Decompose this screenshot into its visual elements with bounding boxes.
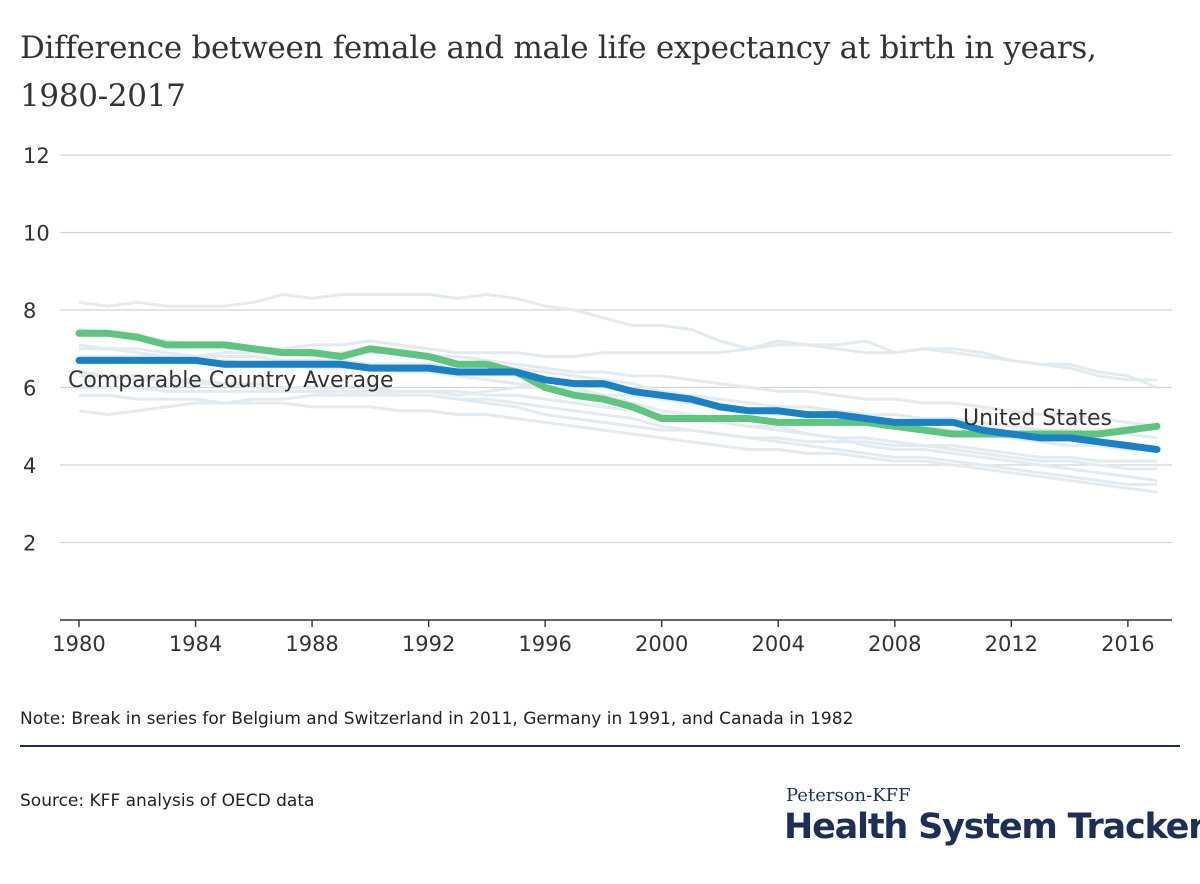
y-axis-ticks: 2 4 6 8 10 12 — [23, 144, 50, 556]
brand-logo-text[interactable]: Health System Tracker — [784, 807, 1200, 847]
comparable-country-lines — [78, 293, 1158, 494]
brand-subtitle: Peterson-KFF — [786, 785, 911, 806]
country-line-8 — [78, 389, 1157, 463]
x-tick-label: 1988 — [285, 632, 338, 656]
divider — [20, 745, 1180, 747]
gridlines — [60, 154, 1172, 544]
y-tick-label: 12 — [23, 144, 50, 168]
average-series-label: Comparable Country Average — [68, 368, 394, 393]
country-line-9 — [78, 370, 1158, 482]
x-tick-label: 2008 — [868, 632, 921, 656]
us-series-label: United States — [963, 406, 1112, 431]
y-tick-label: 8 — [23, 299, 36, 323]
x-tick-label: 1984 — [169, 632, 222, 656]
x-tick-label: 1996 — [518, 632, 571, 656]
x-tick-label: 2000 — [635, 632, 688, 656]
chart-title: Difference between female and male life … — [20, 30, 1097, 114]
x-tick-label: 2016 — [1101, 632, 1154, 656]
line-chart: 2 4 6 8 10 12 1980 1984 1988 1992 1996 2000 2004 200… — [23, 144, 1172, 656]
country-line-5 — [79, 374, 1157, 471]
x-tick-label: 2004 — [752, 632, 805, 656]
x-tick-label: 1980 — [52, 632, 105, 656]
average-series-line — [75, 329, 1161, 438]
us-series-line — [75, 356, 1161, 453]
country-line-1 — [78, 293, 1158, 389]
x-tick-label: 1992 — [402, 632, 455, 656]
source-text: Source: KFF analysis of OECD data — [20, 791, 315, 811]
chart-note: Note: Break in series for Belgium and Sw… — [20, 709, 854, 729]
y-tick-label: 2 — [23, 532, 36, 556]
country-line-7 — [79, 393, 1158, 494]
x-tick-label: 2012 — [985, 632, 1038, 656]
x-axis: 1980 1984 1988 1992 1996 2000 2004 2008 2012 2016 — [52, 619, 1172, 656]
highlighted-series — [75, 329, 1161, 453]
y-tick-label: 4 — [23, 454, 36, 478]
country-line-10 — [79, 347, 1158, 440]
y-tick-label: 10 — [23, 222, 50, 246]
country-line-6 — [79, 386, 1157, 486]
y-tick-label: 6 — [23, 377, 36, 401]
